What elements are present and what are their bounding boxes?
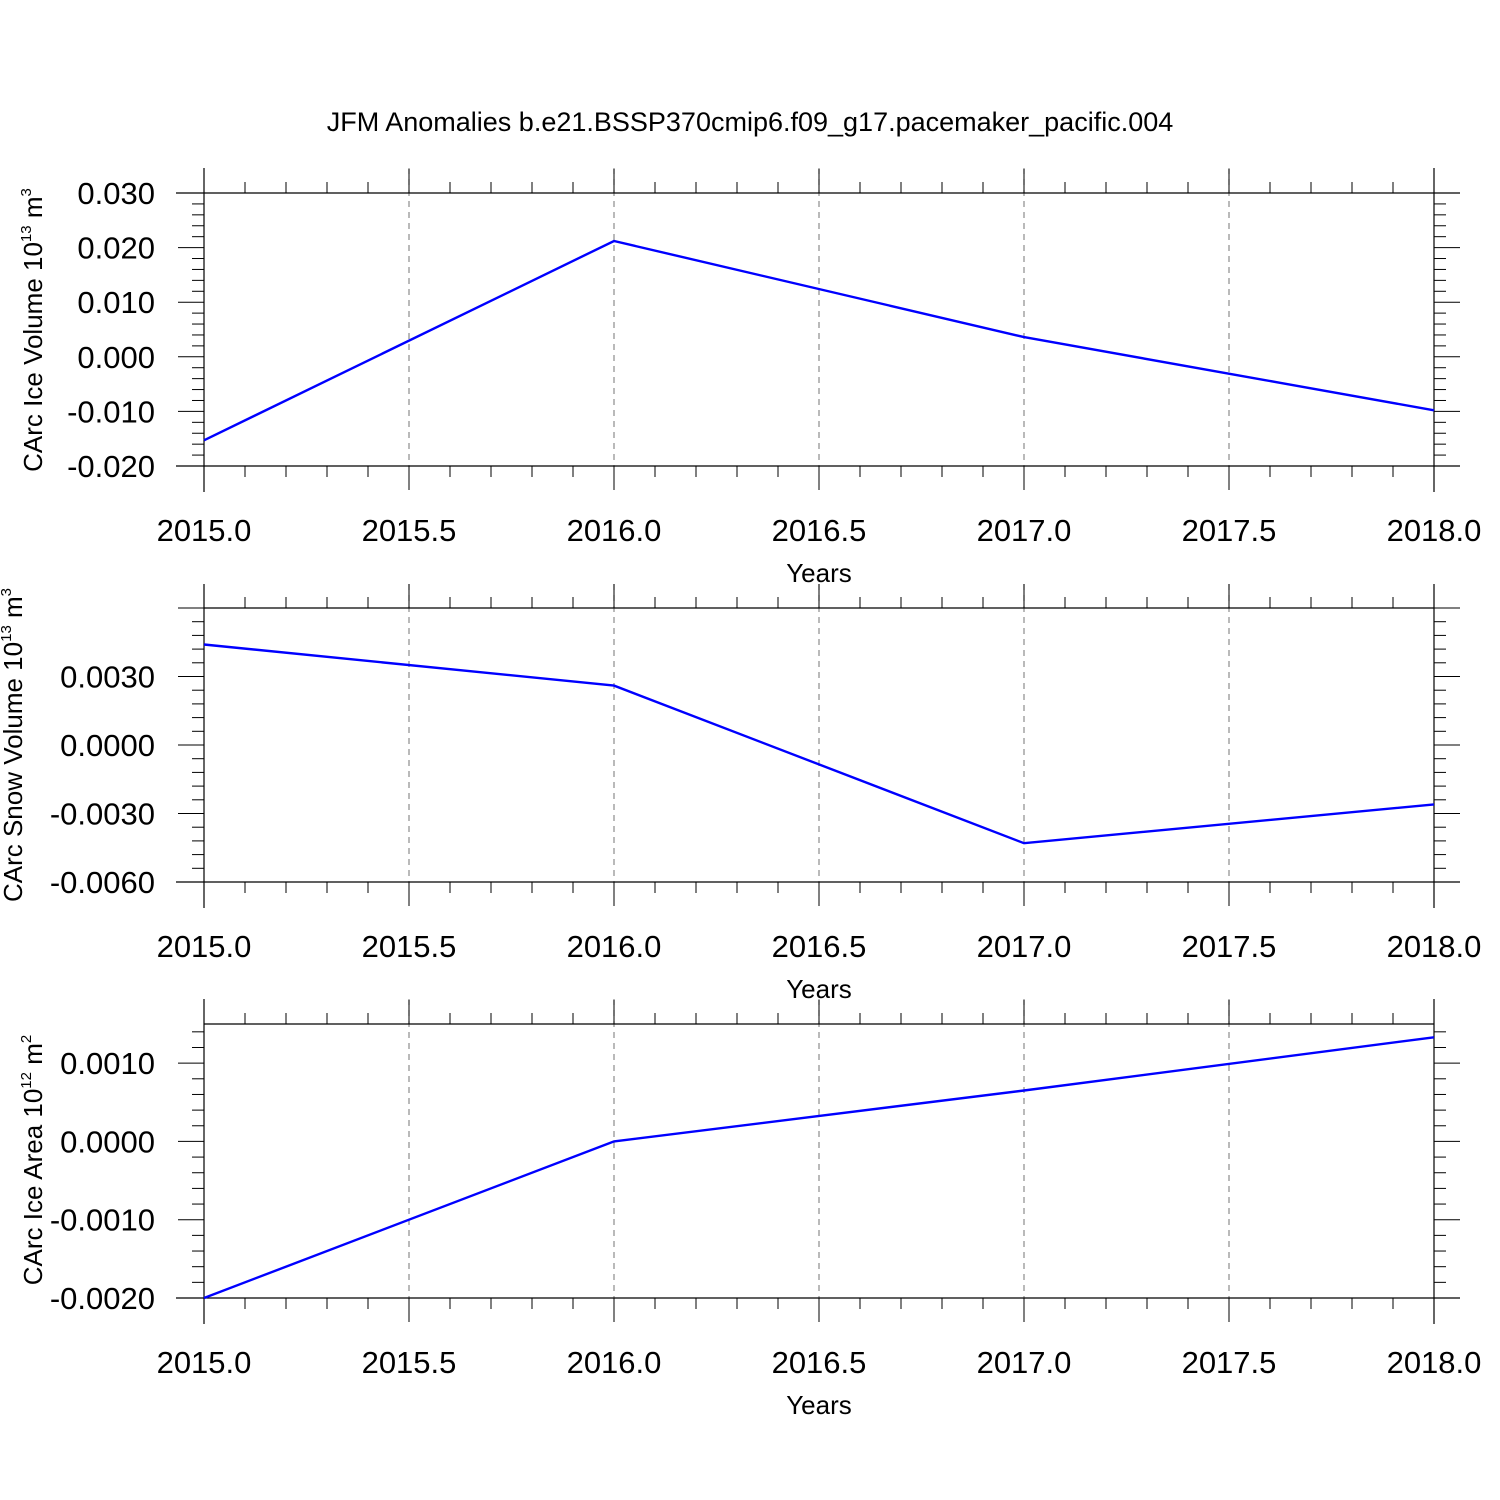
x-tick-label: 2016.5 xyxy=(772,513,867,548)
series-line xyxy=(203,239,1435,442)
x-tick-label: 2018.0 xyxy=(1387,929,1482,964)
x-tick-label: 2017.5 xyxy=(1182,929,1277,964)
y-tick-label: 0.0000 xyxy=(60,728,155,763)
y-tick-label: -0.010 xyxy=(67,394,155,429)
y-tick-label: -0.0010 xyxy=(50,1203,155,1238)
y-tick-label: -0.0020 xyxy=(50,1281,155,1316)
x-tick-label: 2015.0 xyxy=(157,1345,252,1380)
y-axis-title: CArc Snow Volume 1013 m3 xyxy=(0,588,28,902)
series-line xyxy=(203,643,1435,845)
y-tick-label: -0.020 xyxy=(67,449,155,484)
x-tick-label: 2016.5 xyxy=(772,1345,867,1380)
series-line xyxy=(203,1036,1435,1300)
panel-2: -0.0060 -0.0030 0.0000 0.0030 2015.0 2015.5 20… xyxy=(0,584,1481,1004)
y-tick-label: -0.0060 xyxy=(50,865,155,900)
y-axis-title: CArc Ice Area 1012 m2 xyxy=(18,1035,48,1285)
x-tick-label: 2016.0 xyxy=(567,929,662,964)
x-tick-label: 2016.0 xyxy=(567,513,662,548)
y-tick-label: 0.030 xyxy=(77,176,155,211)
x-tick-label: 2018.0 xyxy=(1387,1345,1482,1380)
x-tick-label: 2015.0 xyxy=(157,513,252,548)
x-tick-label: 2015.5 xyxy=(362,513,457,548)
y-tick-label: -0.0030 xyxy=(50,797,155,832)
y-axis-title: CArc Ice Volume 1013 m3 xyxy=(18,188,48,472)
y-tick-label: 0.0000 xyxy=(60,1124,155,1159)
x-axis-title: Years xyxy=(786,1390,852,1420)
y-tick-label: 0.0030 xyxy=(60,660,155,695)
x-tick-label: 2017.0 xyxy=(977,513,1072,548)
y-tick-label: 0.0010 xyxy=(60,1046,155,1081)
x-tick-label: 2015.0 xyxy=(157,929,252,964)
panel-3: -0.0020 -0.0010 0.0000 0.0010 2015.0 2015.5 20… xyxy=(18,999,1481,1420)
y-tick-label: 0.010 xyxy=(77,285,155,320)
x-tick-label: 2015.5 xyxy=(362,929,457,964)
y-tick-label: 0.000 xyxy=(77,340,155,375)
x-tick-label: 2017.5 xyxy=(1182,513,1277,548)
x-tick-label: 2015.5 xyxy=(362,1345,457,1380)
x-tick-label: 2016.0 xyxy=(567,1345,662,1380)
panel-1: -0.020 -0.010 0.000 0.010 0.020 0.030 2015.0 20… xyxy=(18,168,1481,588)
x-tick-label: 2018.0 xyxy=(1387,513,1482,548)
x-tick-label: 2016.5 xyxy=(772,929,867,964)
x-axis-title: Years xyxy=(786,558,852,588)
x-tick-label: 2017.0 xyxy=(977,1345,1072,1380)
y-tick-label: 0.020 xyxy=(77,231,155,266)
figure-title: JFM Anomalies b.e21.BSSP370cmip6.f09_g17… xyxy=(327,107,1174,137)
x-tick-label: 2017.0 xyxy=(977,929,1072,964)
x-tick-label: 2017.5 xyxy=(1182,1345,1277,1380)
